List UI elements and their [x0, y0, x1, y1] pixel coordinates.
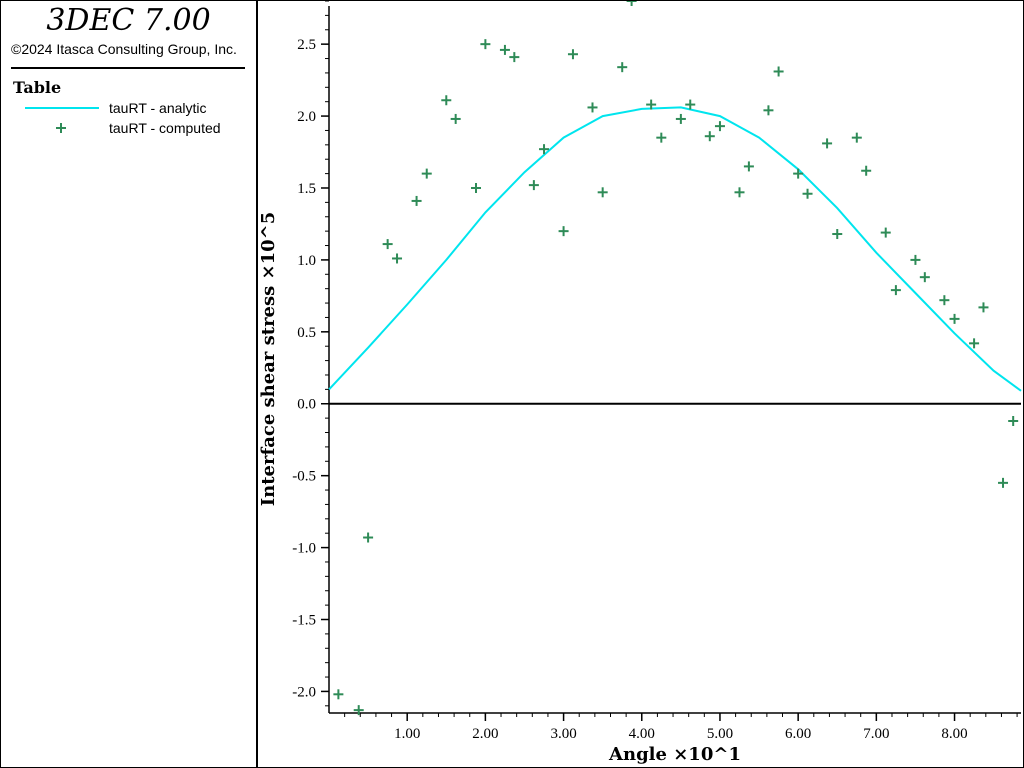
- computed-point: [978, 302, 989, 313]
- legend-label-analytic: tauRT - analytic: [109, 100, 207, 116]
- legend-line-swatch: [25, 107, 99, 109]
- computed-point: [509, 52, 520, 63]
- computed-point: [597, 187, 608, 198]
- computed-point: [910, 254, 921, 265]
- computed-point: [763, 105, 774, 116]
- computed-point: [558, 226, 569, 237]
- x-tick-label: 3.00: [550, 726, 576, 742]
- y-tick-label: -0.5: [292, 469, 316, 485]
- y-axis-title: Interface shear stress ×10^5: [258, 212, 279, 507]
- computed-point: [539, 144, 550, 155]
- legend-plus-swatch: [56, 123, 66, 133]
- computed-point: [363, 532, 374, 543]
- y-tick-label: 0.5: [297, 325, 316, 341]
- computed-point: [919, 272, 930, 283]
- computed-point: [441, 95, 452, 106]
- computed-point: [939, 295, 950, 306]
- y-tick-label: -1.5: [292, 613, 316, 629]
- x-tick-label: 7.00: [863, 726, 889, 742]
- x-tick-label: 1.00: [394, 726, 420, 742]
- computed-point: [450, 113, 461, 124]
- computed-point: [685, 99, 696, 110]
- computed-point: [656, 132, 667, 143]
- analytic-series-line: [328, 106, 1022, 392]
- computed-point: [626, 1, 637, 6]
- computed-point: [773, 66, 784, 77]
- y-tick-label: 2.5: [297, 37, 316, 53]
- computed-point: [832, 229, 843, 240]
- computed-point: [421, 168, 432, 179]
- computed-point: [646, 99, 657, 110]
- computed-point: [675, 113, 686, 124]
- computed-point: [392, 253, 403, 264]
- computed-point: [499, 44, 510, 55]
- computed-point: [528, 180, 539, 191]
- computed-point: [382, 239, 393, 250]
- y-tick-label: -1.0: [292, 541, 316, 557]
- x-tick-label: 2.00: [472, 726, 498, 742]
- legend-item-analytic: tauRT - analytic: [13, 99, 248, 117]
- computed-point: [587, 102, 598, 113]
- computed-point: [793, 168, 804, 179]
- legend-item-computed: tauRT - computed: [13, 119, 248, 137]
- copyright-text: ©2024 Itasca Consulting Group, Inc.: [11, 41, 237, 57]
- computed-point: [567, 49, 578, 60]
- computed-point: [471, 182, 482, 193]
- y-tick-label: 2.0: [297, 109, 316, 125]
- computed-point: [861, 165, 872, 176]
- legend-divider: [11, 67, 245, 69]
- x-tick-label: 5.00: [707, 726, 733, 742]
- y-tick-label: 1.0: [297, 253, 316, 269]
- y-tick-label: 1.5: [297, 181, 316, 197]
- computed-point: [802, 188, 813, 199]
- computed-point: [1008, 416, 1019, 427]
- computed-point: [704, 131, 715, 142]
- computed-point: [480, 39, 491, 50]
- computed-point: [969, 338, 980, 349]
- y-tick-label: 0.0: [297, 397, 316, 413]
- y-tick-label: -2.0: [292, 684, 316, 700]
- computed-point: [353, 705, 364, 716]
- x-axis-title: Angle ×10^1: [608, 744, 741, 765]
- computed-point: [617, 62, 628, 73]
- computed-point: [949, 313, 960, 324]
- computed-point: [411, 195, 422, 206]
- computed-point: [880, 227, 891, 238]
- computed-point: [998, 477, 1009, 488]
- x-tick-label: 8.00: [941, 726, 967, 742]
- computed-point: [734, 187, 745, 198]
- legend-label-computed: tauRT - computed: [109, 120, 221, 136]
- x-tick-label: 4.00: [629, 726, 655, 742]
- computed-point: [743, 161, 754, 172]
- legend-heading: Table: [13, 78, 62, 97]
- computed-point: [333, 689, 344, 700]
- chart-area: -2.0 -1.5 -1.0 -0.5 0.0 0.5 1.0 1.5 2.0 2.5 1.00 2.…: [258, 1, 1022, 765]
- x-tick-label: 6.00: [785, 726, 811, 742]
- legend-panel: 3DEC 7.00 ©2024 Itasca Consulting Group,…: [1, 1, 258, 767]
- computed-point: [822, 138, 833, 149]
- computed-point: [890, 285, 901, 296]
- computed-point: [851, 132, 862, 143]
- computed-point: [714, 121, 725, 132]
- app-title: 3DEC 7.00: [46, 3, 211, 38]
